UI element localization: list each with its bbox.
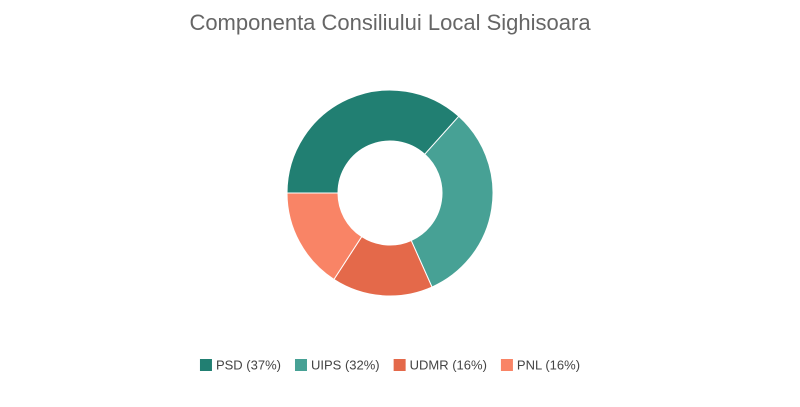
legend-label: PSD (37%)	[216, 357, 281, 372]
legend: PSD (37%) UIPS (32%) UDMR (16%) PNL (16%)	[199, 357, 580, 372]
legend-swatch	[199, 359, 212, 371]
donut-slice	[286, 192, 363, 281]
legend-label: PNL (16%)	[517, 357, 580, 372]
legend-swatch	[294, 359, 307, 371]
donut-slice	[410, 115, 494, 288]
legend-label: UDMR (16%)	[410, 357, 487, 372]
legend-label: UIPS (32%)	[311, 357, 380, 372]
legend-swatch	[500, 359, 513, 371]
legend-swatch	[393, 359, 406, 371]
chart-title: Componenta Consiliului Local Sighisoara	[189, 10, 591, 35]
donut-slice	[286, 89, 460, 194]
donut	[286, 89, 494, 297]
